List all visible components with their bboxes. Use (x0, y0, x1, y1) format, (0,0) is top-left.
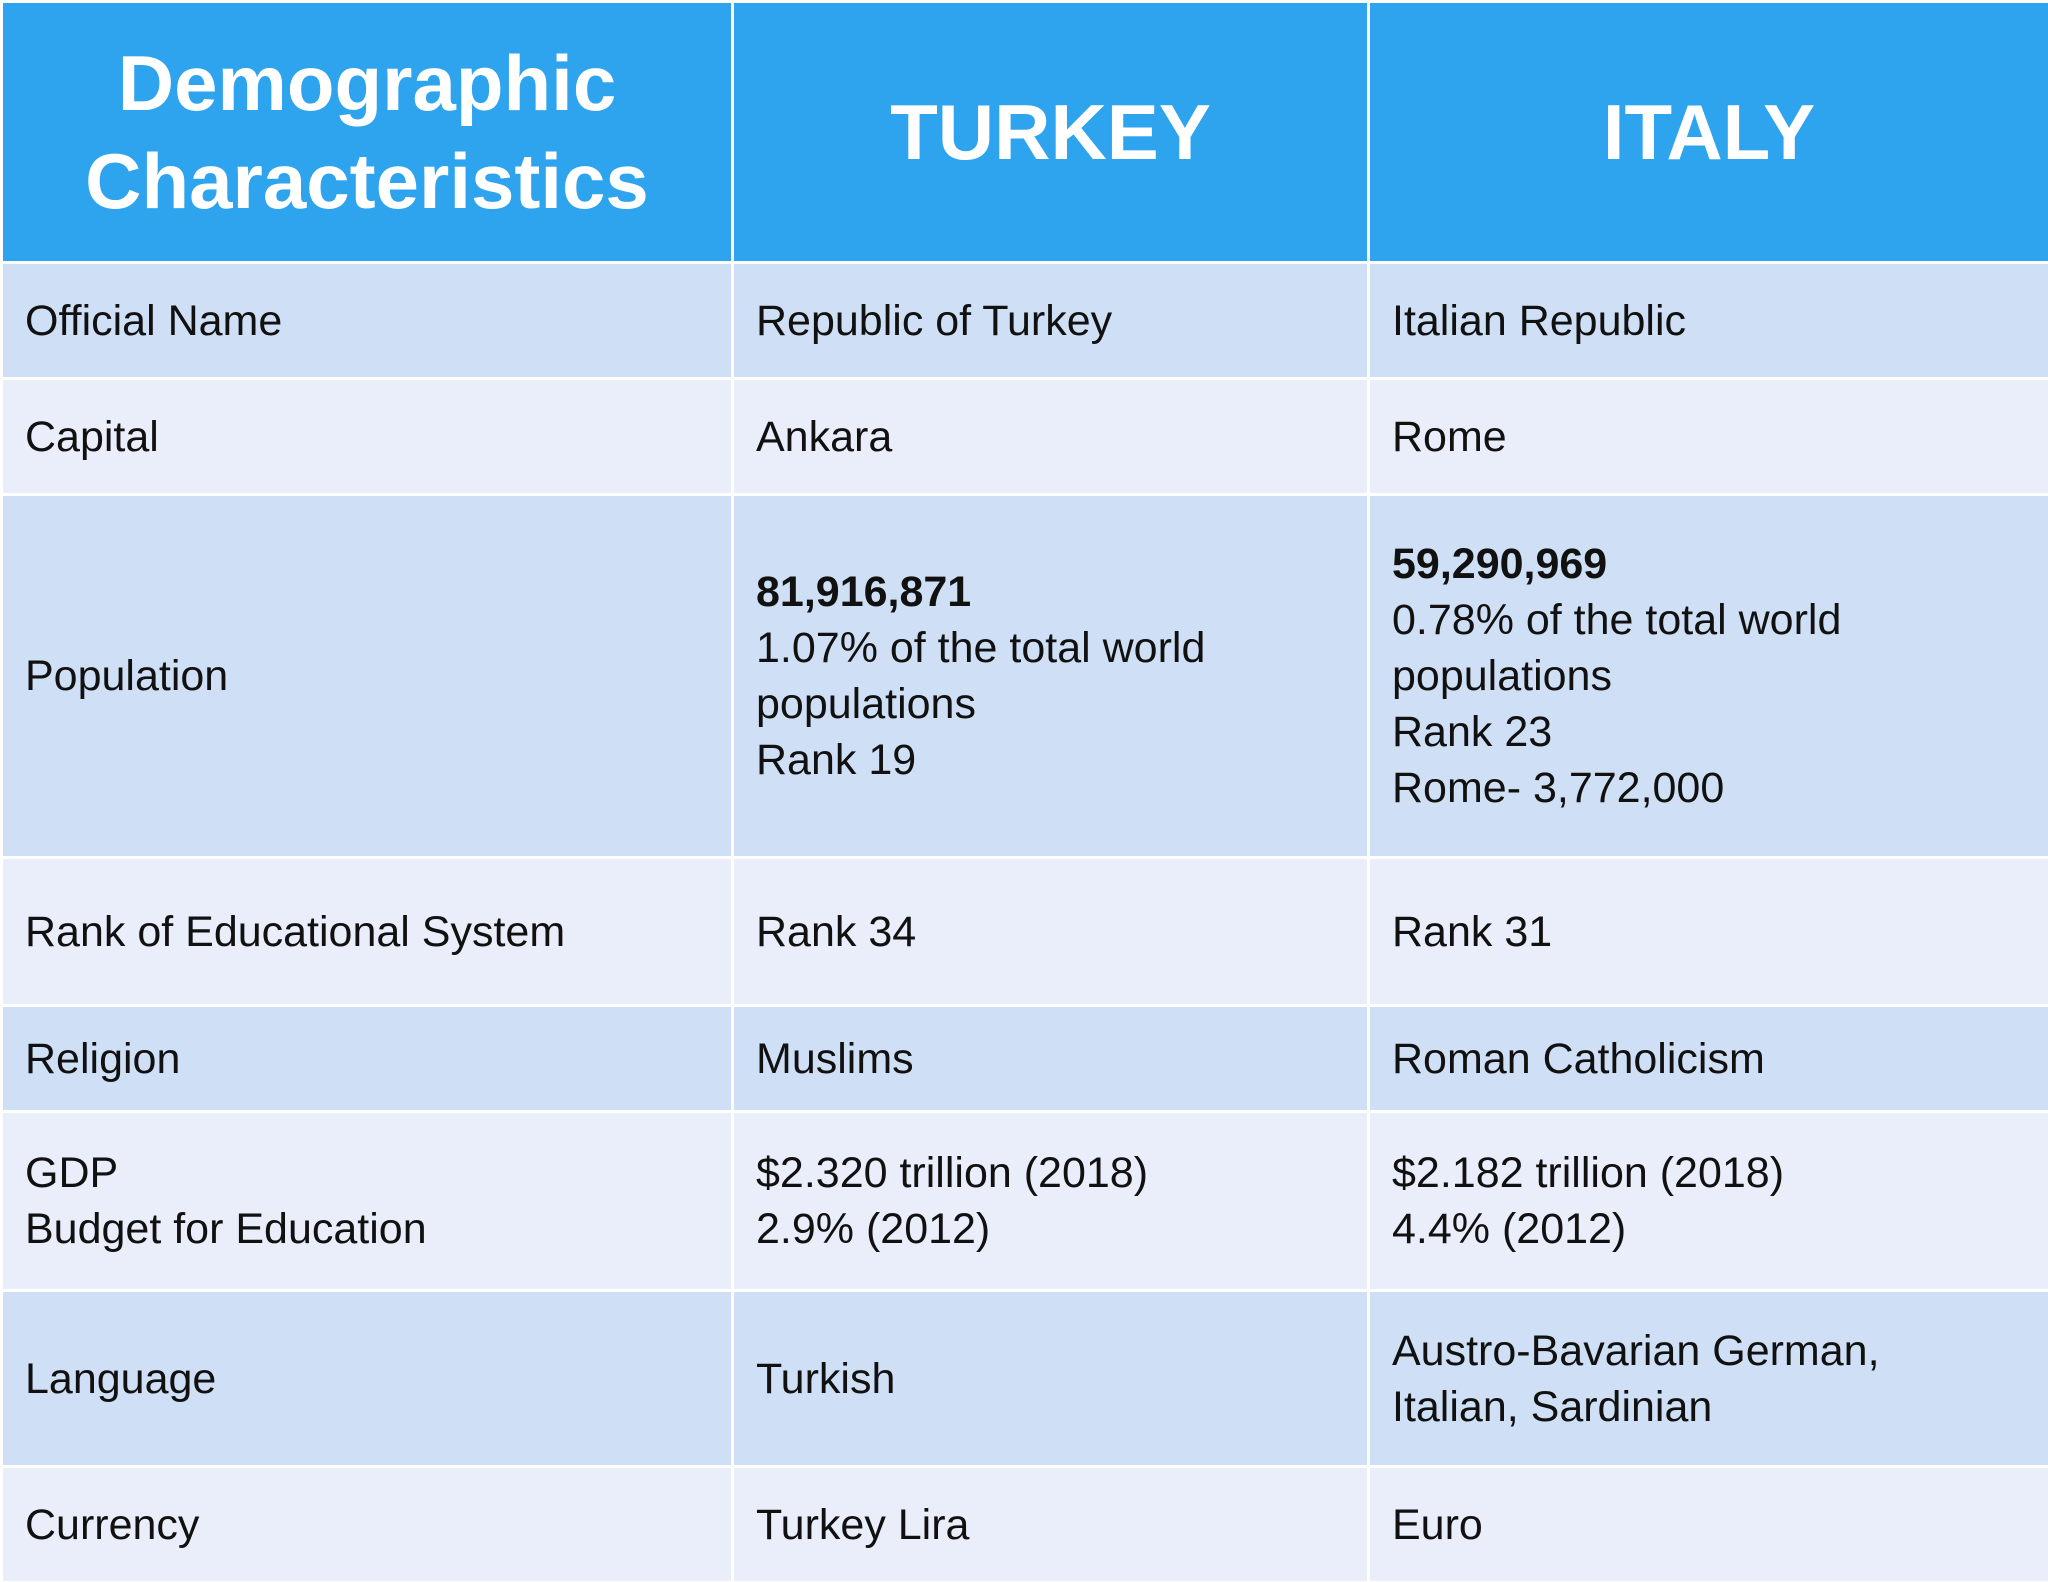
row-cell: Muslims (731, 1004, 1370, 1113)
table-row: Rank of Educational System Rank 34 Rank 31 (0, 856, 2048, 1007)
cell-text: 2.9% (2012) (756, 1205, 991, 1253)
cell-text: Capital (25, 412, 159, 461)
row-cell: Euro (1367, 1465, 2048, 1582)
cell-text: Italian Republic (1392, 296, 1687, 345)
row-cell: Austro-Bavarian German, Italian, Sardinia… (1367, 1289, 2048, 1468)
cell-text: Republic of Turkey (756, 296, 1113, 345)
cell-text: Austro-Bavarian German, (1392, 1326, 1880, 1375)
cell-text: Language (25, 1354, 217, 1403)
table-row: Population 81,916,871 1.07% of the total w… (0, 493, 2048, 859)
cell-text: Turkish (756, 1354, 896, 1403)
row-cell: Rank 31 (1367, 856, 2048, 1007)
table-row: GDP Budget for Education $2.320 trillion (… (0, 1110, 2048, 1292)
cell-text: Rome (1392, 412, 1507, 461)
cell-text: Rank 34 (756, 907, 917, 956)
cell-text: Roman Catholicism (1392, 1034, 1765, 1083)
row-cell: $2.320 trillion (2018) 2.9% (2012) (731, 1110, 1370, 1292)
cell-text: Rank of Educational System (25, 907, 566, 956)
header-cell: Demographic Characteristics (0, 0, 734, 264)
table-row: Religion Muslims Roman Catholicism (0, 1004, 2048, 1113)
row-label: GDP Budget for Education (0, 1110, 734, 1292)
header-cell: TURKEY (731, 0, 1370, 264)
cell-text: Euro (1392, 1500, 1483, 1549)
row-label: Currency (0, 1465, 734, 1582)
cell-text: $2.320 trillion (2018) (756, 1149, 1149, 1197)
table-row: Language Turkish Austro-Bavarian German, It… (0, 1289, 2048, 1468)
table-body: Official Name Republic of Turkey Italian R… (0, 261, 2048, 1582)
cell-text: Currency (25, 1500, 200, 1549)
cell-text: 59,290,969 (1392, 540, 1608, 588)
cell-text: Budget for Education (25, 1205, 427, 1253)
cell-text: 81,916,871 (756, 568, 972, 616)
row-label: Capital (0, 377, 734, 496)
header-row: Demographic Characteristics TURKEY ITALY (0, 0, 2048, 264)
cell-text: $2.182 trillion (2018) (1392, 1149, 1785, 1197)
header-cell: ITALY (1367, 0, 2048, 264)
row-cell: Rome (1367, 377, 2048, 496)
cell-text: GDP (25, 1149, 119, 1197)
cell-text: 4.4% (2012) (1392, 1205, 1627, 1253)
row-cell: Italian Republic (1367, 261, 2048, 380)
cell-text: 0.78% of the total world (1392, 596, 1842, 644)
cell-text: populations (1392, 652, 1612, 700)
cell-text: Ankara (756, 412, 893, 461)
row-label: Rank of Educational System (0, 856, 734, 1007)
table-row: Capital Ankara Rome (0, 377, 2048, 496)
cell-text: Turkey Lira (756, 1500, 970, 1549)
cell-text: Official Name (25, 296, 283, 345)
table-row: Official Name Republic of Turkey Italian R… (0, 261, 2048, 380)
row-label: Population (0, 493, 734, 859)
cell-text: Muslims (756, 1034, 914, 1083)
row-label: Language (0, 1289, 734, 1468)
cell-text: Rome- 3,772,000 (1392, 764, 1725, 812)
table-row: Currency Turkey Lira Euro (0, 1465, 2048, 1582)
cell-text: Italian, Sardinian (1392, 1382, 1713, 1431)
row-cell: Roman Catholicism (1367, 1004, 2048, 1113)
row-label: Religion (0, 1004, 734, 1113)
table-header: Demographic Characteristics TURKEY ITALY (0, 0, 2048, 264)
row-cell: 59,290,969 0.78% of the total world popula… (1367, 493, 2048, 859)
row-cell: Republic of Turkey (731, 261, 1370, 380)
row-cell: Turkish (731, 1289, 1370, 1468)
row-cell: Turkey Lira (731, 1465, 1370, 1582)
row-cell: Rank 34 (731, 856, 1370, 1007)
cell-text: populations (756, 680, 976, 728)
cell-text: Rank 19 (756, 736, 917, 784)
row-cell: 81,916,871 1.07% of the total world popula… (731, 493, 1370, 859)
cell-text: Rank 23 (1392, 708, 1553, 756)
row-cell: $2.182 trillion (2018) 4.4% (2012) (1367, 1110, 2048, 1292)
row-label: Official Name (0, 261, 734, 380)
cell-text: Rank 31 (1392, 907, 1553, 956)
row-cell: Ankara (731, 377, 1370, 496)
cell-text: Population (25, 652, 229, 700)
cell-text: 1.07% of the total world (756, 624, 1206, 672)
cell-text: Religion (25, 1034, 181, 1083)
